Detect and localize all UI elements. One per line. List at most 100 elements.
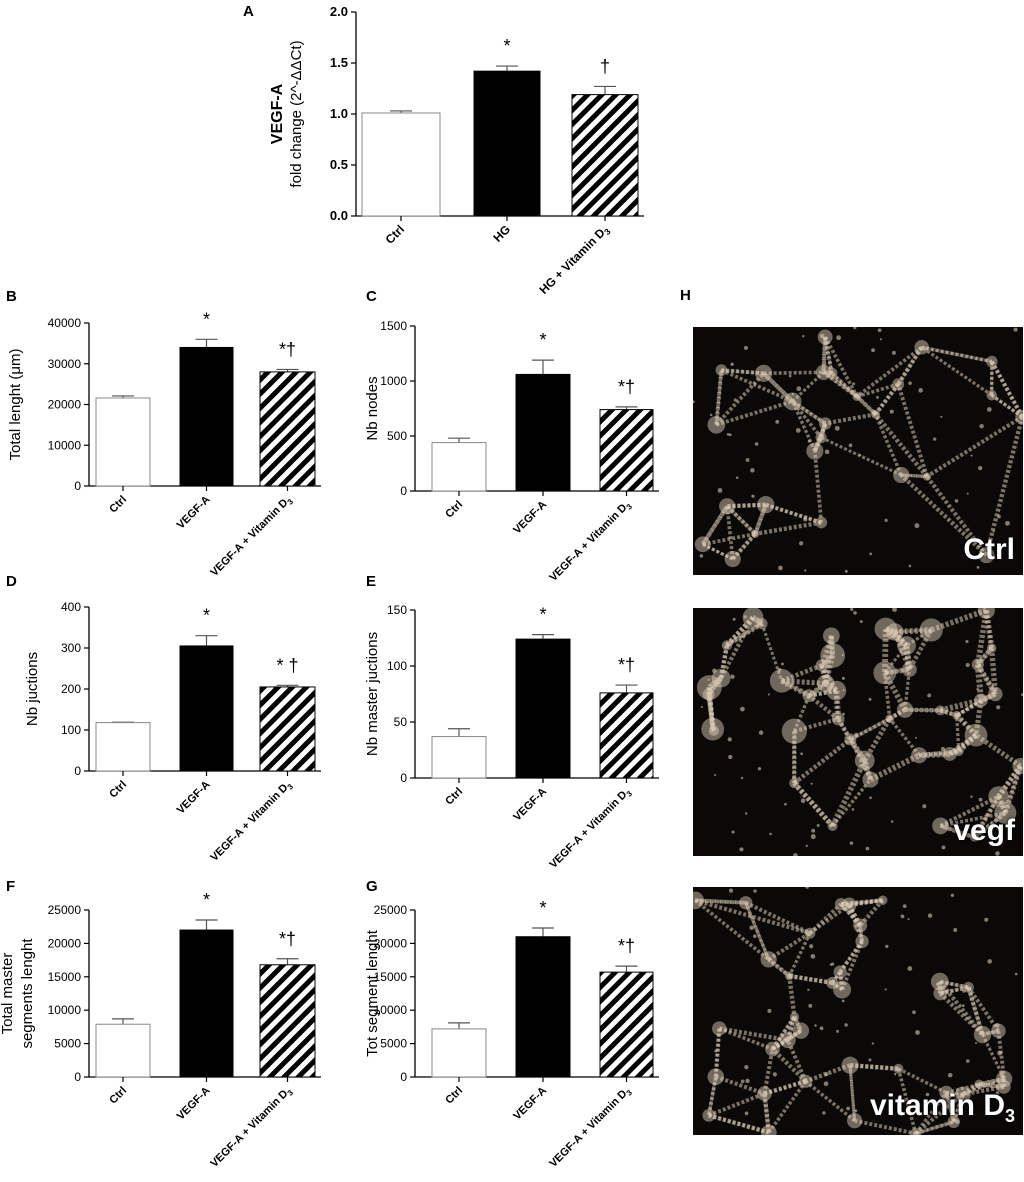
category-label: VEGF-A + Vitamin D3 [208,778,295,865]
tube-segment [763,370,824,376]
category-label: HG + Vitamin D3 [536,222,612,298]
cell [997,514,1001,519]
tube-segment [718,1026,774,1051]
chart-panel-d: D 0 100 200 300 400 Ctrl * VEGF-A * † VEGF-A + Vit… [6,573,321,865]
cell-cluster [853,918,868,933]
tube-segment [824,412,876,426]
panel-label: B [6,288,17,305]
y-tick-label: 100 [61,723,81,737]
cell [751,494,755,498]
cell [842,689,845,692]
significance-marker: *† [618,377,635,397]
y-tick-label: 0.0 [330,208,348,223]
bar-2 [599,692,654,779]
significance-marker: *† [618,655,635,675]
significance-marker: * [539,330,546,350]
tube-segment [901,473,928,479]
tube-segment [862,717,892,762]
cell-cluster [702,688,715,701]
cell-cluster [854,750,875,771]
cell [900,914,905,919]
tube-segment [896,1068,918,1134]
category-label: Ctrl [443,786,465,808]
cell [829,963,833,966]
cell [707,678,710,681]
bar-0 [431,442,487,492]
cell-cluster [792,1022,810,1039]
cell [757,767,762,771]
y-tick-label: 2.0 [330,4,348,19]
tube-segment [962,1084,1005,1097]
tube-segment [714,369,723,425]
cell [758,730,764,735]
cell-cluster [991,1023,1006,1039]
chart-panel-b: B 0 10000 20000 30000 40000 Ctrl * VEGF-A *† VEGF-… [6,288,321,580]
cell [693,400,695,404]
tube-segment [989,360,1023,418]
cell [940,415,943,418]
cell [809,944,814,949]
cell [979,423,984,429]
cell-cluster [963,981,974,993]
cell [893,1073,897,1076]
bar-2 [259,371,316,487]
tube-segment [983,609,995,649]
cell-cluster [978,547,995,564]
cell [947,1072,953,1078]
y-tick-label: 5000 [54,1037,81,1051]
tube-segment [976,646,994,666]
tube-segment [883,672,892,719]
tube-segment [771,1047,808,1083]
y-tick-label: 15000 [374,970,408,984]
cell [925,1092,930,1097]
tube-segment [725,506,735,560]
tube-segment [695,898,746,905]
cell [1005,520,1010,526]
cell [730,674,735,679]
category-label: VEGF-A [175,1085,213,1123]
cell [877,328,882,333]
cell-cluster [711,668,731,688]
tube-segment [856,382,899,399]
tube-segment [831,778,872,828]
cell-cluster [893,1063,904,1074]
cell-cluster [769,669,794,693]
tube-segment [715,399,794,427]
cell [885,670,889,675]
cell [1013,327,1018,332]
y-axis-label: fold change (2^-ΔΔCt) [288,40,305,187]
cell [799,541,804,546]
cell [700,705,703,709]
cell-cluster [846,1113,863,1129]
tube-segment [787,975,797,1018]
cell [961,1004,965,1007]
bar-2 [259,964,316,1078]
bar-1 [473,70,541,217]
cell [807,988,810,992]
cell [927,630,932,635]
bar-0 [431,1028,487,1078]
cell-cluster [994,801,1017,824]
category-label: VEGF-A + Vitamin D3 [547,1084,634,1171]
cell [987,959,992,964]
cell [922,804,927,809]
tube-segment [940,811,1006,828]
cell-cluster [996,1080,1011,1094]
tube-segment [973,795,1000,839]
cell [859,454,862,457]
cell-cluster [874,617,898,641]
category-label: Ctrl [107,779,129,801]
cell-cluster [826,976,839,989]
cell [769,832,772,836]
significance-marker: † [600,56,610,76]
cell [953,928,958,932]
cell [749,925,754,931]
cell [810,782,813,785]
tube-segment [744,902,771,961]
tube-segment [873,413,903,476]
y-tick-label: 300 [61,641,81,655]
cell [940,746,946,752]
tube-segment [706,676,723,696]
tube-segment [915,1120,955,1135]
tube-segment [767,958,791,978]
